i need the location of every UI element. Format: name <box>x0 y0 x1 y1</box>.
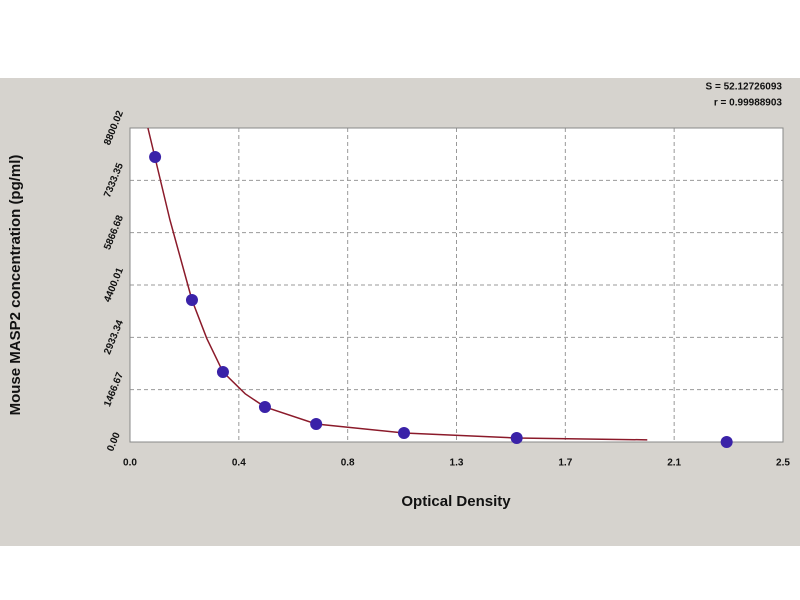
plot-border <box>129 127 784 443</box>
x-tick-label: 1.3 <box>450 458 464 469</box>
annotation: r = 0.99988903 <box>714 98 783 109</box>
data-point <box>216 365 229 378</box>
data-point <box>310 418 323 431</box>
y-axis-label: Mouse MASP2 concentration (pg/ml) <box>7 155 24 416</box>
x-tick-label: 0.0 <box>123 458 137 469</box>
fit-curve <box>147 127 648 441</box>
x-axis-label: Optical Density <box>401 493 511 510</box>
data-point <box>258 400 271 413</box>
data-point <box>720 436 733 448</box>
data-point <box>149 151 162 164</box>
x-tick-label: 0.8 <box>341 458 355 469</box>
x-tick-label: 2.5 <box>776 458 790 469</box>
x-tick-label: 2.1 <box>667 458 681 469</box>
x-tick-label: 1.7 <box>558 458 572 469</box>
annotation: S = 52.12726093 <box>706 82 783 93</box>
x-tick-label: 0.4 <box>232 458 246 469</box>
data-point <box>185 293 198 306</box>
data-point <box>510 432 523 445</box>
data-point <box>398 427 411 440</box>
